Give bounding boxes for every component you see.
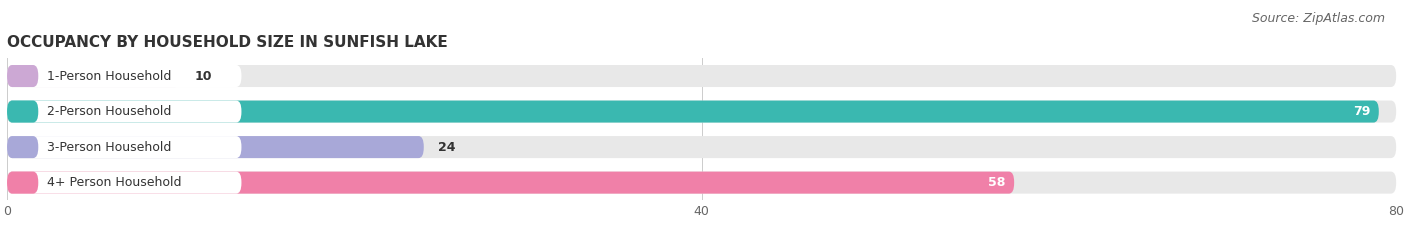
FancyBboxPatch shape [7,100,1379,123]
FancyBboxPatch shape [7,65,242,87]
Text: OCCUPANCY BY HOUSEHOLD SIZE IN SUNFISH LAKE: OCCUPANCY BY HOUSEHOLD SIZE IN SUNFISH L… [7,35,447,50]
Text: Source: ZipAtlas.com: Source: ZipAtlas.com [1251,12,1385,25]
FancyBboxPatch shape [7,136,38,158]
FancyBboxPatch shape [7,136,423,158]
FancyBboxPatch shape [7,171,38,194]
FancyBboxPatch shape [7,100,1396,123]
Text: 4+ Person Household: 4+ Person Household [46,176,181,189]
FancyBboxPatch shape [7,65,38,87]
FancyBboxPatch shape [7,136,242,158]
FancyBboxPatch shape [7,171,242,194]
FancyBboxPatch shape [7,171,1396,194]
FancyBboxPatch shape [7,65,181,87]
FancyBboxPatch shape [7,65,1396,87]
FancyBboxPatch shape [7,171,1014,194]
Text: 58: 58 [988,176,1005,189]
FancyBboxPatch shape [7,100,242,123]
Text: 2-Person Household: 2-Person Household [46,105,172,118]
Text: 24: 24 [437,140,456,154]
Text: 79: 79 [1353,105,1369,118]
FancyBboxPatch shape [7,100,38,123]
Text: 1-Person Household: 1-Person Household [46,69,172,82]
Text: 10: 10 [194,69,212,82]
FancyBboxPatch shape [7,136,1396,158]
Text: 3-Person Household: 3-Person Household [46,140,172,154]
